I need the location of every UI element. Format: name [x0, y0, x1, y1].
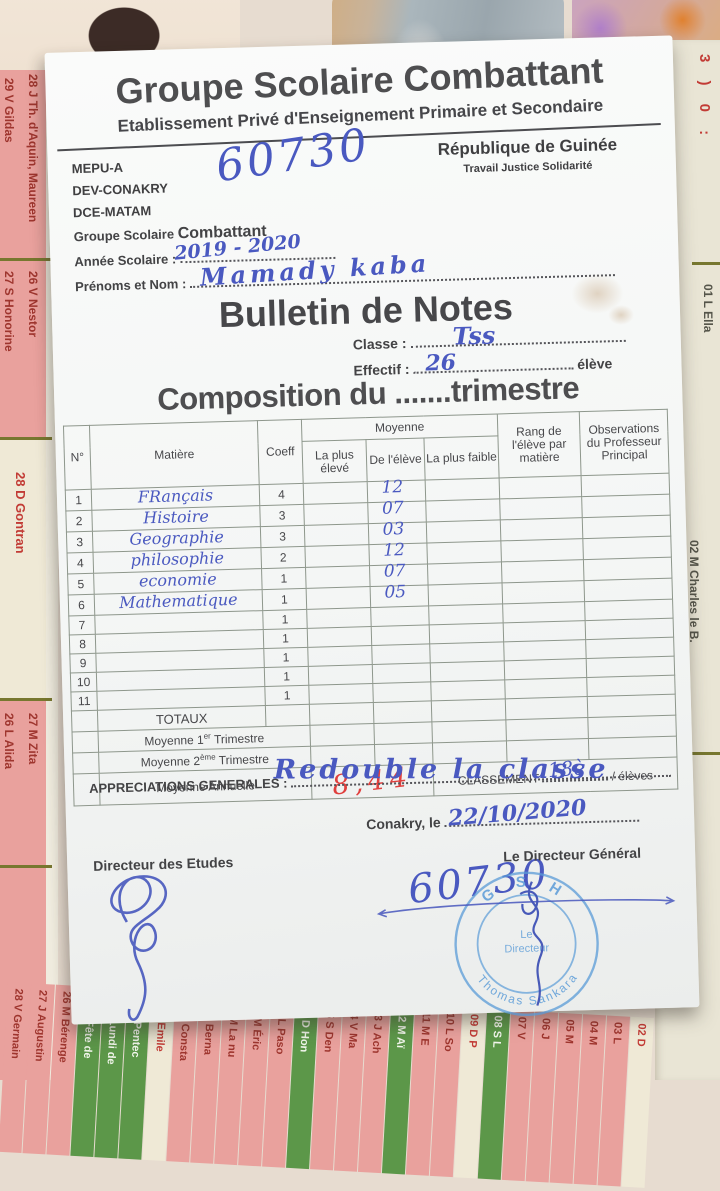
- calendar-day-label: 27 S Honorine: [2, 271, 16, 352]
- note-handwritten: 07: [381, 498, 404, 519]
- calendar-day-label: 26 L Alida: [2, 713, 16, 770]
- matiere-handwritten: Histoire: [142, 506, 210, 527]
- calendar-separator: [0, 698, 52, 701]
- col-header-rang: Rang de l'élève par matière: [497, 411, 582, 478]
- ministry-line: DEV-CONAKRY: [72, 180, 169, 199]
- calendar-left-block: 29 V Gildas 28 J Th. d'Aquin, Maureen: [0, 70, 46, 258]
- note-handwritten: 03: [382, 519, 405, 540]
- stamp-center-line2: Directeur: [504, 942, 549, 955]
- note-handwritten: 12: [381, 477, 404, 498]
- note-handwritten: 12: [382, 540, 406, 561]
- effectif-handwritten: 26: [425, 349, 457, 377]
- calendar-day-label: 29 V Gildas: [2, 78, 16, 143]
- calendar-separator: [0, 437, 52, 440]
- matiere-handwritten: philosophie: [130, 547, 225, 570]
- stamp-center-line1: Le: [520, 929, 533, 941]
- classe-line: Classe : Tss: [352, 320, 626, 353]
- ministry-line: DCE-MATAM: [72, 203, 152, 221]
- col-header-obs: Observations du Professeur Principal: [579, 409, 670, 476]
- directeur-etudes-signature: [110, 875, 168, 1021]
- school-line-prefix: Groupe Scolaire: [73, 226, 178, 245]
- calendar-day-label: 27 M Zita: [26, 713, 40, 765]
- place-date-line: Conakry, le 22/10/2020: [365, 795, 640, 833]
- matiere-handwritten: FRançais: [137, 484, 214, 507]
- calendar-day-label: 28 V Germain: [8, 988, 25, 1060]
- matiere-handwritten: Mathematique: [118, 589, 238, 612]
- classe-dotted-line: [410, 328, 626, 348]
- calendar-day-label: 28 D Gontran: [13, 472, 28, 554]
- republic-block: République de Guinée Travail Justice Sol…: [403, 134, 652, 177]
- date-handwritten: 22/10/2020: [447, 794, 588, 832]
- calendar-day-label: 11 M E: [418, 1011, 433, 1046]
- col-header-plus-eleve: La plus élevé: [301, 439, 368, 484]
- calendar-separator: [692, 262, 720, 265]
- col-header-plus-faible: La plus faible: [423, 435, 500, 480]
- name-label: Prénoms et Nom :: [74, 276, 187, 295]
- calendar-left-block: 26 L Alida 27 M Zita: [0, 701, 46, 865]
- classe-label: Classe :: [352, 334, 407, 353]
- calendar-day-label: 01 L Ella: [701, 284, 715, 333]
- report-card-paper: Groupe Scolaire Combattant Etablissement…: [44, 35, 700, 1025]
- appreciations-handwritten: Redouble la classe: [273, 753, 609, 786]
- calendar-left-block: 28 D Gontran: [0, 440, 46, 698]
- calendar-day-label: 05 M: [562, 1019, 576, 1045]
- calendar-left-block: 27 S Honorine 26 V Nestor: [0, 261, 46, 437]
- calendar-red-marks: 3 ) 0 :: [696, 54, 713, 143]
- ministry-line: MEPU-A: [71, 159, 124, 177]
- note-handwritten: 05: [384, 582, 407, 603]
- calendar-day-label: 04 M: [586, 1020, 600, 1046]
- calendar-day-label: 28 J Th. d'Aquin, Maureen: [26, 74, 40, 223]
- place-date-label: Conakry, le: [365, 814, 441, 833]
- classe-handwritten: Tss: [452, 320, 496, 351]
- calendar-day-label: 02 M Charles le B.: [687, 540, 701, 643]
- col-header-n: N°: [63, 425, 92, 491]
- col-header-coeff: Coeff: [257, 419, 304, 485]
- note-handwritten: 07: [383, 561, 406, 582]
- directeur-general-label: Le Directeur Général: [503, 844, 642, 865]
- year-label: Année Scolaire :: [74, 251, 177, 270]
- calendar-day-label: 27 J Augustin: [32, 989, 49, 1062]
- calendar-day-label: 26 V Nestor: [26, 271, 40, 338]
- signature-flourish-line: [376, 896, 676, 918]
- republic-motto: Travail Justice Solidarité: [463, 159, 593, 176]
- ministry-block: MEPU-A DEV-CONAKRY DCE-MATAM: [72, 156, 169, 225]
- calendar-day-label: 03 L: [610, 1021, 624, 1045]
- directeur-general-signature: [519, 881, 544, 1006]
- republic-title: République de Guinée: [437, 135, 618, 160]
- marks-table: N° Matière Coeff Moyenne Rang de l'élève…: [63, 409, 678, 807]
- matiere-handwritten: economie: [138, 568, 217, 591]
- calendar-day-label: 02 D: [634, 1023, 648, 1047]
- col-header-de-eleve: De l'élève: [365, 438, 426, 482]
- calendar-separator: [0, 258, 52, 261]
- director-stamp: G S H Thomas Sankara Le Directeur: [454, 871, 599, 1017]
- matiere-handwritten: Geographie: [129, 526, 225, 549]
- calendar-separator: [0, 865, 52, 868]
- col-header-matiere: Matière: [89, 420, 260, 490]
